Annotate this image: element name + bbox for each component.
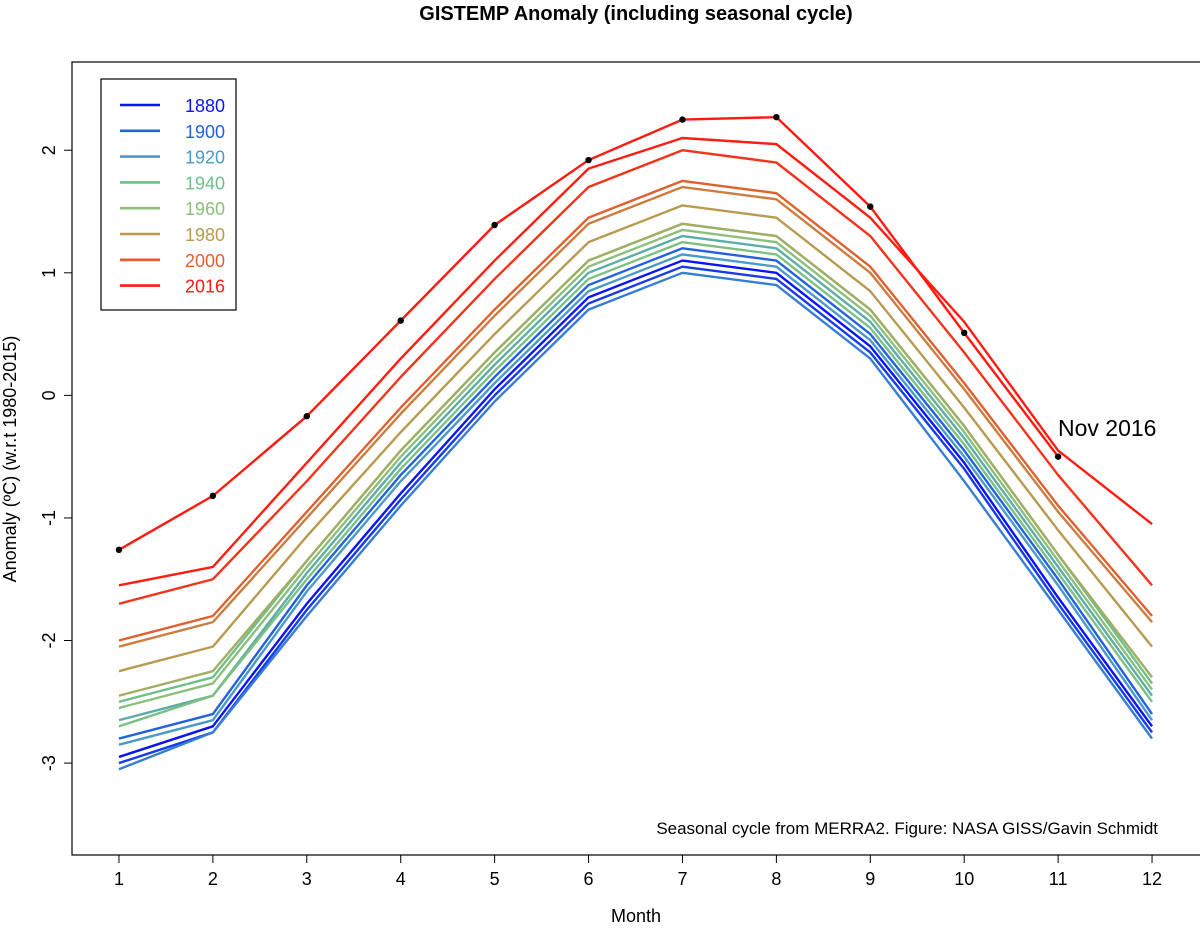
y-tick-label: 1 bbox=[39, 268, 59, 278]
legend-label: 1980 bbox=[185, 225, 225, 245]
series-line-1970 bbox=[118, 222, 1153, 697]
series-line-1990 bbox=[118, 185, 1153, 648]
series-line-1910 bbox=[118, 271, 1154, 771]
y-tick-label: 0 bbox=[39, 390, 59, 400]
legend-item-1900: 1900 bbox=[120, 122, 225, 142]
data-point-2016-10 bbox=[961, 329, 968, 337]
legend-label: 1940 bbox=[185, 173, 225, 193]
x-tick-label: 4 bbox=[396, 869, 406, 889]
credit-text: Seasonal cycle from MERRA2. Figure: NASA… bbox=[656, 819, 1158, 838]
x-axis: 1 2 3 4 5 6 7 8 9 10 11 12 bbox=[114, 855, 1162, 889]
series-line-1930 bbox=[118, 234, 1154, 722]
series-line-1950 bbox=[118, 240, 1154, 728]
x-tick-label: 11 bbox=[1049, 869, 1068, 889]
data-point-2016-3 bbox=[303, 413, 310, 420]
series-line-1920 bbox=[118, 253, 1154, 746]
y-tick-label: 2 bbox=[39, 145, 59, 155]
x-tick-label: 5 bbox=[490, 869, 500, 889]
series-line-2015 bbox=[118, 136, 1153, 587]
x-tick-label: 10 bbox=[954, 869, 974, 889]
legend-item-1880: 1880 bbox=[120, 96, 225, 116]
y-axis-label: Anomaly (ºC) (w.r.t 1980-2015) bbox=[0, 336, 20, 583]
legend-box bbox=[100, 78, 237, 311]
legend-label: 1900 bbox=[185, 122, 225, 142]
data-point-2016-2 bbox=[209, 492, 217, 500]
legend-label: 2016 bbox=[185, 277, 225, 297]
data-point-2016-1 bbox=[115, 546, 123, 554]
legend-label: 1960 bbox=[185, 199, 225, 219]
y-tick-label: -1 bbox=[39, 510, 59, 526]
legend-item-1940: 1940 bbox=[120, 173, 225, 193]
legend-item-2000: 2000 bbox=[120, 251, 225, 271]
x-tick-label: 3 bbox=[302, 869, 312, 889]
legend-label: 1880 bbox=[185, 96, 225, 116]
plot-frame bbox=[71, 61, 1200, 856]
x-tick-label: 2 bbox=[208, 869, 218, 889]
x-tick-label: 12 bbox=[1142, 869, 1162, 889]
legend-item-1980: 1980 bbox=[120, 225, 225, 245]
legend-item-1960: 1960 bbox=[120, 199, 225, 219]
y-tick-label: -3 bbox=[39, 755, 59, 771]
data-point-2016-6 bbox=[585, 156, 592, 164]
chart-title: GISTEMP Anomaly (including seasonal cycl… bbox=[419, 3, 852, 25]
series-line-1880 bbox=[118, 259, 1154, 759]
series-line-2010 bbox=[118, 149, 1153, 605]
series-line-1980 bbox=[118, 204, 1153, 673]
data-point-2016-5 bbox=[491, 221, 498, 229]
data-point-2016-7 bbox=[679, 116, 686, 123]
data-point-2016-11 bbox=[1054, 453, 1062, 460]
data-point-2016-8 bbox=[773, 113, 780, 121]
series-line-1960 bbox=[118, 228, 1154, 710]
annotation-nov-2016: Nov 2016 bbox=[1058, 415, 1156, 441]
legend-label: 2000 bbox=[185, 251, 225, 271]
x-tick-label: 7 bbox=[677, 869, 687, 889]
y-tick-label: -2 bbox=[39, 633, 59, 649]
x-axis-label: Month bbox=[611, 906, 661, 925]
series-line-1900 bbox=[118, 247, 1154, 740]
legend-item-1920: 1920 bbox=[120, 148, 225, 168]
data-point-2016-4 bbox=[397, 317, 404, 324]
x-tick-label: 6 bbox=[584, 869, 594, 889]
x-tick-label: 1 bbox=[114, 869, 124, 889]
legend-item-2016: 2016 bbox=[120, 277, 225, 297]
x-tick-label: 9 bbox=[865, 869, 875, 889]
series-line-1890 bbox=[118, 265, 1154, 765]
series-line-2016 bbox=[118, 115, 1060, 551]
highlight-points bbox=[115, 113, 1062, 554]
y-axis: -3 -2 -1 0 1 2 bbox=[39, 145, 72, 771]
legend: 1880 1900 1920 1940 1960 1980 2000 2016 bbox=[100, 78, 237, 311]
x-tick-label: 8 bbox=[771, 869, 781, 889]
series-line-2000 bbox=[118, 179, 1153, 642]
legend-label: 1920 bbox=[185, 148, 225, 168]
series-lines bbox=[118, 115, 1154, 771]
data-point-2016-9 bbox=[867, 203, 874, 210]
